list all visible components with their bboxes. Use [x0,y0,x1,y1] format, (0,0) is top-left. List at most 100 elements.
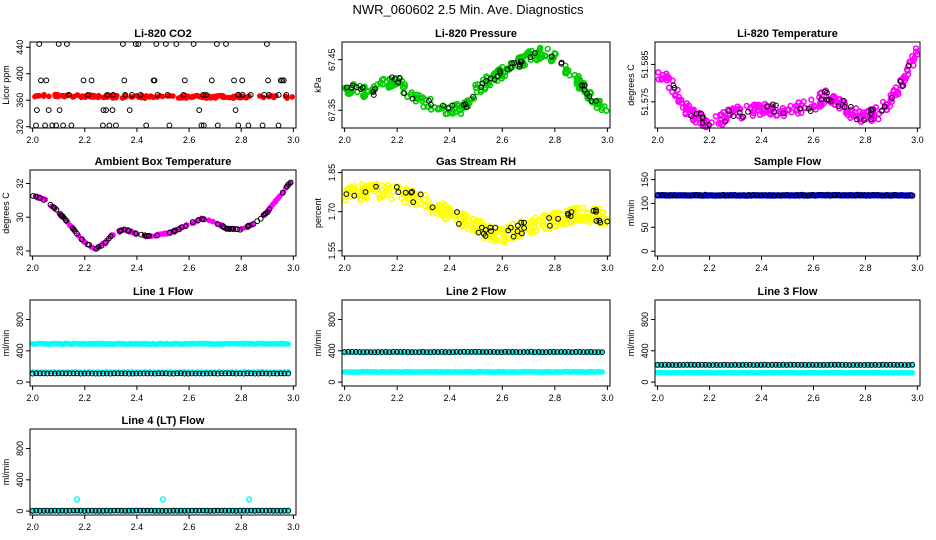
data-point-black [905,62,912,69]
data-point-colored [473,218,480,225]
y-tick-label: 1.70 [327,203,337,221]
data-point-colored [376,194,383,202]
data-point-black [85,507,92,514]
data-point-black [375,349,382,355]
plot-frame [341,41,611,129]
data-point-black [34,107,40,113]
y-tick-label: 30 [15,212,25,222]
data-point-black [89,370,95,377]
data-point-black [285,370,292,377]
data-point-black [244,223,251,230]
x-tick-label: 2.4 [443,393,456,403]
data-point-black [688,113,695,119]
data-point-colored [689,115,696,123]
data-point-black [408,349,415,356]
data-point-colored [401,81,408,88]
data-point-black [356,349,363,355]
data-point-colored [362,185,370,192]
data-point-black [215,221,221,228]
data-point-colored [474,228,481,236]
y-tick-label: 0 [15,380,25,385]
data-point-black [468,349,475,355]
data-point-colored [437,210,444,217]
data-point-colored [776,109,784,116]
data-point-black [59,213,65,219]
data-point-colored [582,213,590,221]
data-point-black [509,349,516,355]
data-point-black [248,507,255,514]
data-point-black [410,199,417,206]
data-point-black [802,362,809,368]
x-tick-label: 3.0 [911,393,924,403]
data-point-black [676,362,683,368]
data-point-black [488,228,494,235]
data-point-black [382,349,389,355]
data-point-black [442,349,449,355]
x-tick-label: 2.6 [183,522,196,532]
data-point-black [182,223,189,230]
data-point-black [232,107,239,113]
data-point-black [420,349,426,355]
data-point-colored [566,72,573,79]
data-point-black [841,103,848,110]
data-point-black [118,370,125,377]
data-point-colored [159,93,166,100]
data-point-black [397,349,404,355]
data-point-black [245,122,252,129]
data-point-black [231,77,237,84]
data-point-black [483,349,490,355]
data-point-black [207,370,214,377]
data-point-black [266,507,273,514]
y-tick-label: 51.585 [640,51,650,79]
data-point-black [367,349,374,356]
data-point-black [114,370,121,377]
data-point-black [372,86,378,92]
data-point-black [196,507,203,514]
data-point-black [283,92,290,98]
data-point-black [373,183,379,190]
data-point-black [126,107,133,113]
data-point-black [233,507,240,514]
x-tick-label: 2.0 [26,522,39,532]
data-point-black [211,370,218,377]
data-point-black [513,349,520,355]
y-axis-label: ml/min [626,330,636,357]
data-point-black [137,507,143,514]
data-point-black [515,222,521,229]
data-point-black [237,226,244,233]
data-point-black [662,361,668,368]
data-point-black [277,370,284,377]
data-point-black [558,349,564,355]
data-point-black [133,507,140,514]
data-point-black [496,68,503,74]
data-point-black [453,349,460,355]
x-tick-label: 2.2 [79,522,92,532]
data-point-colored [460,218,467,225]
data-point-black [263,507,269,514]
data-point-black [189,219,196,225]
data-point-black [394,349,400,355]
data-point-black [772,361,779,368]
data-point-black [229,370,236,377]
plot-frame [29,299,297,387]
data-point-black [791,361,797,368]
data-point-colored2 [73,496,81,503]
data-point-black [517,58,524,65]
data-point-black [532,349,538,356]
data-point-black [591,349,598,356]
data-point-black [244,370,251,377]
data-point-black [281,370,288,377]
data-point-black [122,370,129,377]
data-point-black [728,362,735,368]
data-point-black [55,507,62,514]
data-point-black [247,92,254,98]
data-point-colored [467,221,474,229]
data-point-black [687,361,694,368]
data-point-black [159,507,166,514]
data-point-black [887,361,893,368]
data-point-black [412,349,419,356]
data-point-black [693,110,700,117]
data-point-black [505,349,512,355]
data-point-black [279,189,286,196]
x-tick-label: 2.2 [79,393,92,403]
